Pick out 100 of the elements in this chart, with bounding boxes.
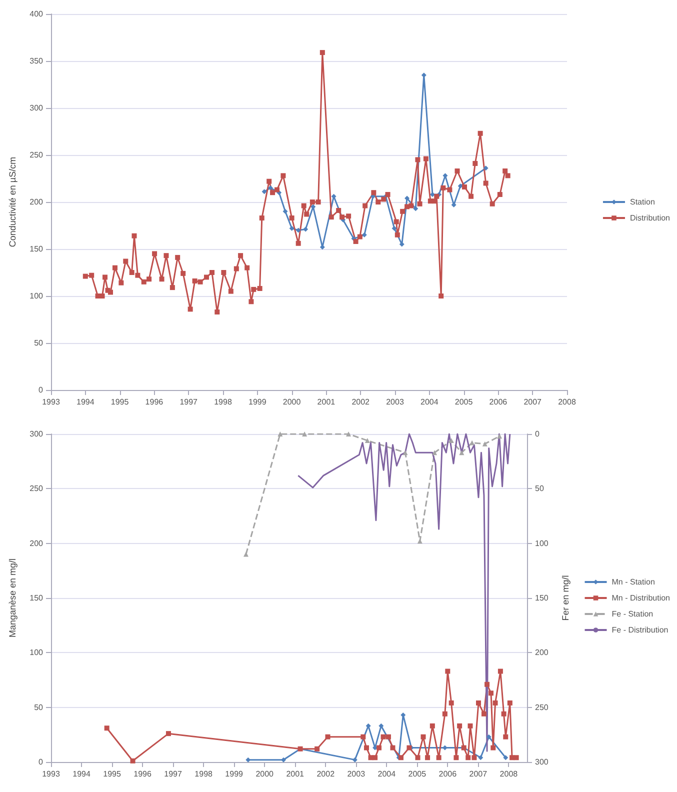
y-axis-title: Conductivité en µS/cm [8,156,18,248]
y2-tick-label: 0 [535,430,540,438]
legend-label: Fe - Station [612,610,654,618]
point [302,432,308,436]
point [457,723,462,728]
point [510,755,515,760]
x-tick-label: 2004 [378,770,396,778]
x-tick-label: 2008 [558,398,576,406]
y2-tick-label: 150 [535,594,549,602]
point [372,755,378,760]
point [314,746,320,752]
y2-axis-title: Fer en mg/l [560,575,570,621]
y2-tick-label: 300 [535,758,549,766]
point [425,755,430,760]
y2-tick-label: 200 [535,648,549,658]
point [262,189,267,194]
point [366,723,371,728]
y-axis-title: Manganèse en mg/l [8,558,18,638]
point [484,682,490,687]
point [445,668,450,674]
point [166,731,171,736]
legend-label: Fe - Distribution [612,626,668,634]
y-tick-label: 150 [30,244,44,254]
x-tick-label: 1995 [110,398,130,406]
x-tick-label: 1998 [194,770,214,778]
x-tick-label: 2002 [352,398,370,406]
point [360,734,366,740]
x-tick-label: 1997 [180,398,198,406]
y-tick-label: 350 [30,56,44,66]
point [390,745,396,750]
x-tick-label: 2007 [469,770,488,778]
point [376,745,382,750]
point [459,450,464,456]
point [362,232,367,238]
x-tick-label: 2005 [408,770,427,778]
point [436,755,442,760]
x-tick-label: 2001 [317,398,336,406]
point [246,757,251,762]
point [490,745,496,750]
point [483,166,488,171]
x-tick-label: 1993 [42,398,60,406]
point [432,450,438,456]
x-tick-label: 1999 [248,398,267,406]
x-tick-label: 2005 [454,398,474,406]
x-tick-label: 1996 [134,770,152,778]
point [378,723,384,728]
x-tick-label: 2002 [316,770,336,778]
point [454,755,459,760]
point [420,734,426,740]
x-tick-label: 2006 [438,770,458,778]
point [415,755,420,760]
point [468,723,473,728]
point [402,450,408,456]
point [352,757,358,762]
point [346,432,351,436]
point [364,438,370,444]
y-tick-label: 100 [30,292,44,300]
point [404,196,410,201]
point [392,226,397,231]
point [478,755,484,760]
point [497,434,502,439]
point [364,745,370,750]
point [278,432,283,436]
y-tick-label: 250 [30,150,44,160]
x-tick-label: 2008 [500,770,518,778]
x-tick-label: 1997 [164,770,182,778]
legend-label: Station [630,198,655,206]
point [472,755,477,760]
legend-label: Distribution [630,214,670,222]
legend-label: Mn - Distribution [612,594,670,602]
point [282,208,288,214]
point [476,700,481,706]
y-tick-label: 200 [30,198,44,206]
point [325,734,330,740]
x-tick-label: 1998 [214,398,232,406]
point [442,711,448,716]
y-tick-label: 400 [30,10,44,18]
point [289,226,294,231]
point [492,700,498,706]
x-tick-label: 2004 [420,398,439,406]
x-tick-label: 1999 [225,770,244,778]
y2-tick-label: 250 [535,702,549,712]
point [503,755,508,760]
point [104,726,110,731]
x-tick-label: 1994 [72,770,91,778]
y-tick-label: 50 [34,702,44,712]
point [514,755,519,760]
legend-label: Mn - Station [612,578,655,586]
y-tick-label: 300 [30,104,44,112]
point [296,228,301,233]
point [243,552,248,557]
point [281,757,286,762]
y-tick-label: 250 [30,484,44,494]
x-tick-label: 2001 [286,770,305,778]
y-tick-label: 150 [30,594,44,602]
point [466,755,471,760]
x-tick-label: 2000 [282,398,302,406]
x-tick-label: 2000 [256,770,274,778]
y-tick-label: 0 [38,758,44,766]
point [507,700,512,706]
